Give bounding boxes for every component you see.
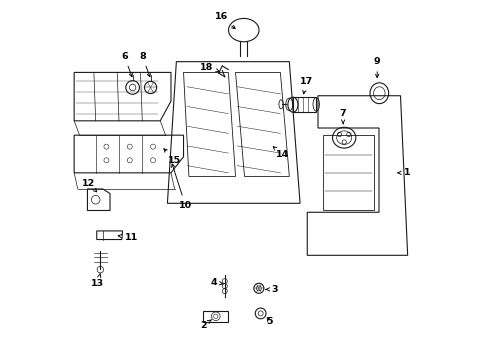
Text: 17: 17 bbox=[299, 77, 312, 94]
Text: 14: 14 bbox=[273, 147, 288, 159]
Text: 3: 3 bbox=[265, 285, 278, 294]
Text: 6: 6 bbox=[121, 52, 132, 77]
Text: 16: 16 bbox=[214, 12, 235, 29]
Text: 10: 10 bbox=[171, 164, 191, 210]
Text: 15: 15 bbox=[163, 149, 181, 165]
Text: 13: 13 bbox=[91, 274, 104, 288]
Text: 18: 18 bbox=[200, 63, 219, 72]
Text: 8: 8 bbox=[139, 52, 150, 77]
Text: 1: 1 bbox=[397, 168, 410, 177]
Text: 4: 4 bbox=[210, 278, 223, 287]
Text: 11: 11 bbox=[118, 233, 138, 242]
Text: 9: 9 bbox=[373, 57, 380, 78]
Text: 2: 2 bbox=[200, 320, 211, 330]
Text: 12: 12 bbox=[81, 179, 97, 192]
Text: 7: 7 bbox=[339, 109, 346, 124]
Text: 5: 5 bbox=[266, 317, 272, 326]
